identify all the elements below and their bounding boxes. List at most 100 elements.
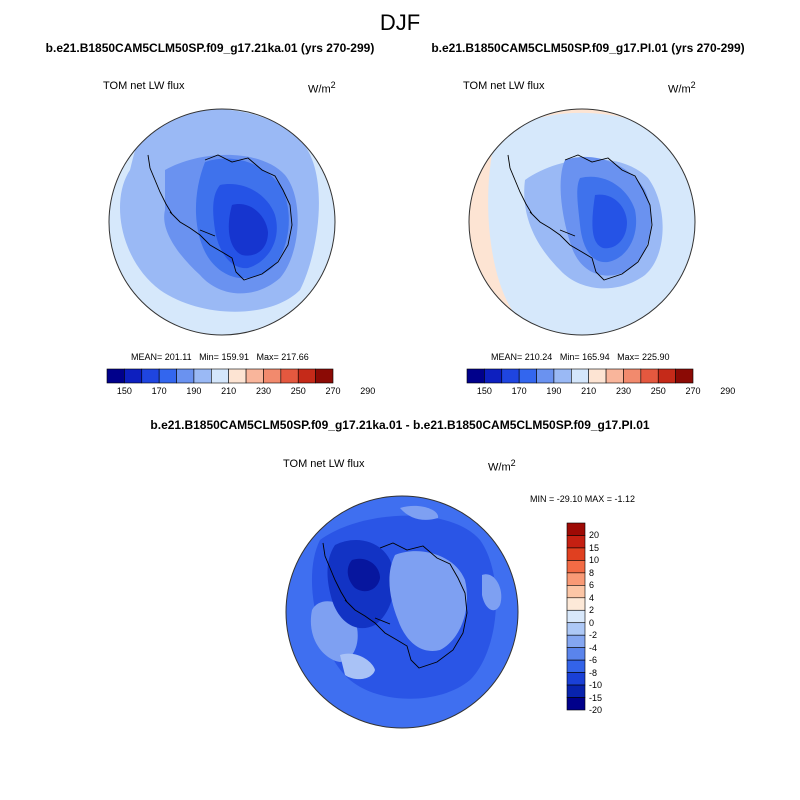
- diff-polar-map: [286, 496, 518, 728]
- diff-pale-patch-s: [340, 653, 375, 680]
- right-variable-label: TOM net LW flux: [463, 80, 545, 92]
- diff-minmax-label: MIN = -29.10 MAX = -1.12: [530, 494, 636, 504]
- left-colorbar-swatch: [263, 368, 282, 384]
- right-colorbar-swatch: [553, 368, 572, 384]
- diff-colorbar-tick-label: 15: [589, 542, 600, 553]
- diff-units-label: W/m2: [488, 458, 516, 474]
- right-colorbar-tick-label: 250: [650, 386, 666, 396]
- left-colorbar-tick-label: 190: [186, 386, 202, 396]
- right-colorbar-swatch: [623, 368, 642, 384]
- left-units-label: W/m2: [308, 80, 336, 96]
- left-colorbar-swatch: [106, 368, 125, 384]
- left-colorbar-ticks: 150 170 190 210 230 250 270 290: [107, 386, 375, 398]
- left-band-deep: [228, 204, 268, 256]
- right-colorbar-tick-label: 150: [476, 386, 492, 396]
- diff-colorbar-tick-label: 4: [589, 592, 595, 603]
- diff-coastline: [322, 542, 468, 669]
- left-colorbar-tick-label: 250: [290, 386, 306, 396]
- diff-colorbar-tick-label: 20: [589, 530, 600, 541]
- diff-band-darkest: [347, 558, 380, 592]
- right-max-value: 225.90: [641, 352, 670, 362]
- left-colorbar-swatch: [228, 368, 247, 384]
- diff-colorbar-tick-label: -15: [589, 692, 603, 703]
- diff-colorbar-tick-label: 0: [589, 617, 595, 628]
- left-colorbar-tick-label: 210: [221, 386, 237, 396]
- left-colorbar-tick-label: 230: [255, 386, 271, 396]
- right-run-title: b.e21.B1850CAM5CLM50SP.f09_g17.PI.01 (yr…: [431, 41, 745, 55]
- diff-colorbar-ticks: 20 15 10 8 6 4 2 0 -2 -4 -6 -8 -10 -15 -20: [567, 523, 607, 715]
- left-colorbar-swatch: [158, 368, 177, 384]
- right-colorbar-tick-label: 210: [581, 386, 597, 396]
- right-colorbar-swatch: [588, 368, 607, 384]
- right-colorbar-tick-label: 170: [511, 386, 527, 396]
- left-colorbar-tick-label: 170: [151, 386, 167, 396]
- diff-map-border: [285, 495, 519, 729]
- diff-title: b.e21.B1850CAM5CLM50SP.f09_g17.21ka.01 -…: [150, 418, 650, 432]
- left-colorbar-swatch: [211, 368, 229, 384]
- left-colorbar-swatch: [280, 368, 299, 384]
- diff-variable-label: TOM net LW flux: [283, 458, 365, 470]
- diff-colorbar: [566, 522, 586, 711]
- left-colorbar-tick-label: 150: [116, 386, 132, 396]
- right-min-value: 165.94: [582, 352, 610, 362]
- right-colorbar-tick-label: 190: [546, 386, 562, 396]
- left-polar-map: [109, 109, 335, 335]
- right-colorbar-swatch: [675, 368, 694, 384]
- diff-colorbar-tick-label: 10: [589, 555, 600, 566]
- diff-colorbar-tick-label: -2: [589, 630, 598, 641]
- right-map-border: [468, 108, 696, 336]
- right-colorbar-tick-label: 230: [615, 386, 631, 396]
- left-min-value: 159.91: [221, 352, 249, 362]
- diff-light-patch-e: [482, 574, 502, 611]
- left-colorbar-swatch: [193, 368, 212, 384]
- right-colorbar: [466, 368, 694, 384]
- diff-colorbar-tick-label: -20: [589, 705, 603, 715]
- right-colorbar-ticks: 150 170 190 210 230 250 270 290: [467, 386, 735, 398]
- right-colorbar-swatch: [657, 368, 676, 384]
- diff-colorbar-tick-label: -10: [589, 680, 603, 691]
- diff-antarctic-interior: [389, 551, 468, 651]
- diff-colorbar-tick-label: 6: [589, 580, 595, 591]
- diff-colorbar-tick-label: -6: [589, 655, 598, 666]
- left-colorbar-swatch: [297, 368, 316, 384]
- left-colorbar-tick-label: 270: [325, 386, 341, 396]
- right-units-label: W/m2: [668, 80, 696, 96]
- right-colorbar-swatch: [605, 368, 624, 384]
- diff-colorbar-tick-label: -4: [589, 642, 598, 653]
- diff-colorbar-tick-label: 2: [589, 605, 595, 616]
- right-colorbar-swatch: [571, 368, 589, 384]
- left-run-title: b.e21.B1850CAM5CLM50SP.f09_g17.21ka.01 (…: [45, 41, 375, 55]
- right-colorbar-tick-label: 290: [720, 386, 736, 396]
- left-max-value: 217.66: [281, 352, 309, 362]
- left-colorbar: [106, 368, 334, 384]
- figure-title: DJF: [379, 10, 421, 35]
- left-map-border: [108, 108, 336, 336]
- left-colorbar-swatch: [245, 368, 264, 384]
- right-colorbar-swatch: [466, 368, 485, 384]
- right-stats: MEAN= 210.24 Min= 165.94 Max= 225.90: [491, 352, 670, 362]
- left-colorbar-tick-label: 290: [360, 386, 376, 396]
- left-coastline: [147, 154, 293, 281]
- diff-light-patch-n: [400, 505, 439, 520]
- diff-colorbar-tick-label: -8: [589, 667, 598, 678]
- right-colorbar-swatch: [484, 368, 503, 384]
- right-colorbar-swatch: [518, 368, 537, 384]
- right-colorbar-swatch: [640, 368, 659, 384]
- right-coastline: [507, 154, 653, 281]
- diff-colorbar-swatch: [566, 697, 586, 711]
- right-colorbar-swatch: [536, 368, 555, 384]
- right-polar-map: [469, 109, 695, 335]
- right-colorbar-tick-label: 270: [685, 386, 701, 396]
- left-colorbar-swatch: [176, 368, 195, 384]
- right-mean-value: 210.24: [524, 352, 553, 362]
- left-stats: MEAN= 201.11 Min= 159.91 Max= 217.66: [131, 352, 309, 362]
- left-mean-value: 201.11: [164, 352, 192, 362]
- diff-colorbar-tick-label: 8: [589, 567, 595, 578]
- right-colorbar-swatch: [501, 368, 520, 384]
- left-colorbar-swatch: [315, 368, 334, 384]
- left-variable-label: TOM net LW flux: [103, 80, 185, 92]
- left-colorbar-swatch: [124, 368, 143, 384]
- right-band-core: [592, 194, 627, 249]
- left-colorbar-swatch: [141, 368, 160, 384]
